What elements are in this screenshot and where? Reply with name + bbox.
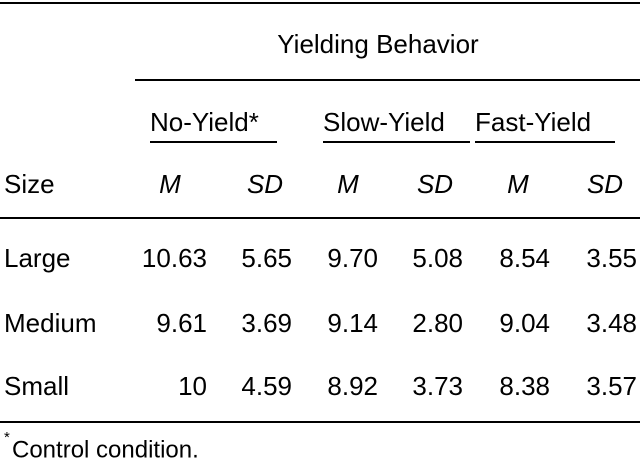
column-header: M [507, 169, 529, 199]
cell: 3.48 [586, 308, 637, 338]
column-header: SD [417, 169, 453, 199]
row-label: Small [4, 371, 69, 401]
cell: 3.57 [586, 371, 637, 401]
cell: 3.73 [412, 371, 463, 401]
cell: 3.69 [241, 308, 292, 338]
column-header: M [337, 169, 359, 199]
cell: 2.80 [412, 308, 463, 338]
cell: 9.70 [327, 243, 378, 273]
cell: 5.65 [241, 243, 292, 273]
column-header: SD [587, 169, 623, 199]
cell: 8.54 [499, 243, 550, 273]
column-header: Size [4, 169, 55, 199]
cell: 5.08 [412, 243, 463, 273]
row-label: Large [4, 243, 71, 273]
cell: 9.14 [327, 308, 378, 338]
column-header: M [159, 169, 181, 199]
cell: 4.59 [241, 371, 292, 401]
group-header: Slow-Yield [323, 107, 445, 137]
cell: 9.61 [156, 308, 207, 338]
spanner-title: Yielding Behavior [277, 29, 479, 59]
cell: 10 [178, 371, 207, 401]
group-header: No-Yield* [150, 107, 259, 137]
footnote: Control condition. [12, 436, 199, 462]
footnote-marker: * [4, 429, 10, 446]
cell: 9.04 [499, 308, 550, 338]
cell: 3.55 [586, 243, 637, 273]
cell: 8.38 [499, 371, 550, 401]
cell: 10.63 [142, 243, 207, 273]
cell: 8.92 [327, 371, 378, 401]
column-header: SD [247, 169, 283, 199]
group-header: Fast-Yield [475, 107, 591, 137]
row-label: Medium [4, 308, 96, 338]
